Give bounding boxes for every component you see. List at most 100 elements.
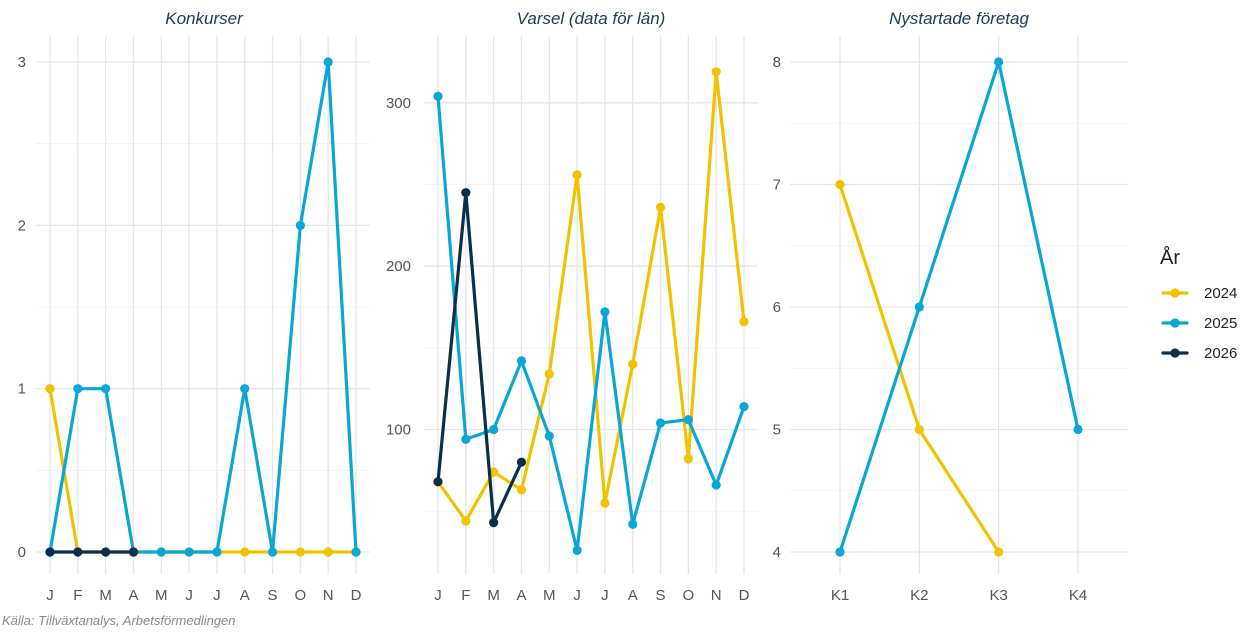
x-tick-label: N [323,587,334,604]
data-point-2026 [45,547,55,557]
panel-title: Konkurser [165,9,244,28]
y-tick-label: 2 [18,217,26,234]
data-point-2025 [655,418,666,428]
panel-2: 4 5 6 7 8 K1 K2 K3 K4 Nystartade företag [773,9,1128,604]
panel-title: Varsel (data för län) [517,9,666,28]
y-tick-label: 8 [773,54,781,71]
x-tick-label: F [73,587,82,604]
data-point-2024 [461,516,471,526]
data-point-2025 [323,57,333,67]
data-point-2024 [544,369,554,379]
y-tick-label: 3 [18,54,26,71]
data-point-2026 [128,547,139,557]
data-point-2025 [156,547,166,557]
legend-key-point [1170,318,1180,328]
series-line-2026 [436,191,524,525]
x-tick-label: K3 [989,587,1007,604]
y-tick-label: 7 [773,177,781,194]
y-tick-label: 6 [773,299,781,316]
x-tick-label: F [461,587,470,604]
data-point-2025 [600,307,610,317]
data-point-2025 [489,424,499,435]
data-point-2025 [711,480,721,490]
data-point-2025 [461,434,471,444]
data-point-2025 [628,519,638,529]
data-point-2025 [433,91,443,101]
x-tick-label: M [99,587,112,604]
data-point-2026 [433,477,443,487]
legend-title: År [1160,246,1180,269]
data-point-2024 [240,547,250,557]
y-tick-label: 5 [773,422,781,439]
data-point-2024 [914,424,924,435]
data-point-2025 [73,384,83,394]
y-tick-label: 0 [18,544,26,561]
data-point-2025 [184,547,194,557]
y-tick-label: 200 [386,258,411,275]
data-point-2024 [600,498,610,508]
x-tick-label: M [487,587,500,604]
x-tick-label: S [268,587,278,604]
data-point-2025 [835,547,845,557]
x-tick-label: J [185,587,193,604]
x-tick-label: J [213,587,221,604]
x-tick-label: D [739,587,750,604]
data-point-2026 [516,457,527,467]
data-point-2025 [516,356,527,366]
data-point-2025 [994,57,1004,67]
data-point-2025 [267,547,278,557]
legend: År 2024 2025 2026 [1160,246,1237,362]
data-point-2025 [683,415,693,425]
data-point-2026 [73,547,83,557]
x-tick-label: O [683,587,695,604]
data-point-2025 [351,547,361,557]
legend-key-point [1170,288,1180,298]
x-tick-label: A [516,587,526,604]
data-point-2025 [572,545,582,555]
x-tick-label: K4 [1069,587,1087,604]
data-point-2024 [489,467,499,477]
x-tick-label: N [711,587,722,604]
data-point-2024 [572,170,582,180]
x-tick-label: K1 [831,587,849,604]
data-point-2026 [489,518,499,528]
data-point-2024 [683,454,693,464]
data-point-2025 [1073,424,1083,435]
data-point-2025 [212,547,222,557]
y-tick-label: 100 [386,422,411,439]
data-point-2025 [914,302,924,312]
x-tick-label: A [628,587,638,604]
y-tick-label: 300 [386,95,411,112]
x-tick-label: S [656,587,666,604]
legend-key-point [1170,348,1180,358]
data-point-2024 [323,547,333,557]
data-point-2024 [655,202,666,212]
legend-label: 2026 [1204,345,1237,362]
data-point-2024 [835,179,845,190]
x-tick-label: J [601,587,609,604]
x-tick-label: O [295,587,307,604]
data-point-2024 [628,359,638,369]
series-line-2025 [436,94,746,552]
x-tick-label: J [46,587,54,604]
data-point-2024 [45,384,55,394]
data-point-2025 [240,384,250,394]
panel-title: Nystartade företag [889,9,1029,28]
series-line-2024 [436,70,746,523]
legend-label: 2025 [1204,315,1237,332]
x-tick-label: J [434,587,442,604]
data-point-2026 [461,188,471,198]
x-tick-label: K2 [910,587,928,604]
x-tick-label: J [573,587,581,604]
y-tick-label: 1 [18,381,26,398]
data-point-2026 [101,547,111,557]
source-caption: Källa: Tillväxtanalys, Arbetsförmedlinge… [2,613,236,628]
data-point-2025 [739,402,749,412]
data-point-2024 [516,485,527,495]
x-tick-label: A [240,587,250,604]
x-tick-label: D [351,587,362,604]
y-tick-label: 4 [773,544,781,561]
